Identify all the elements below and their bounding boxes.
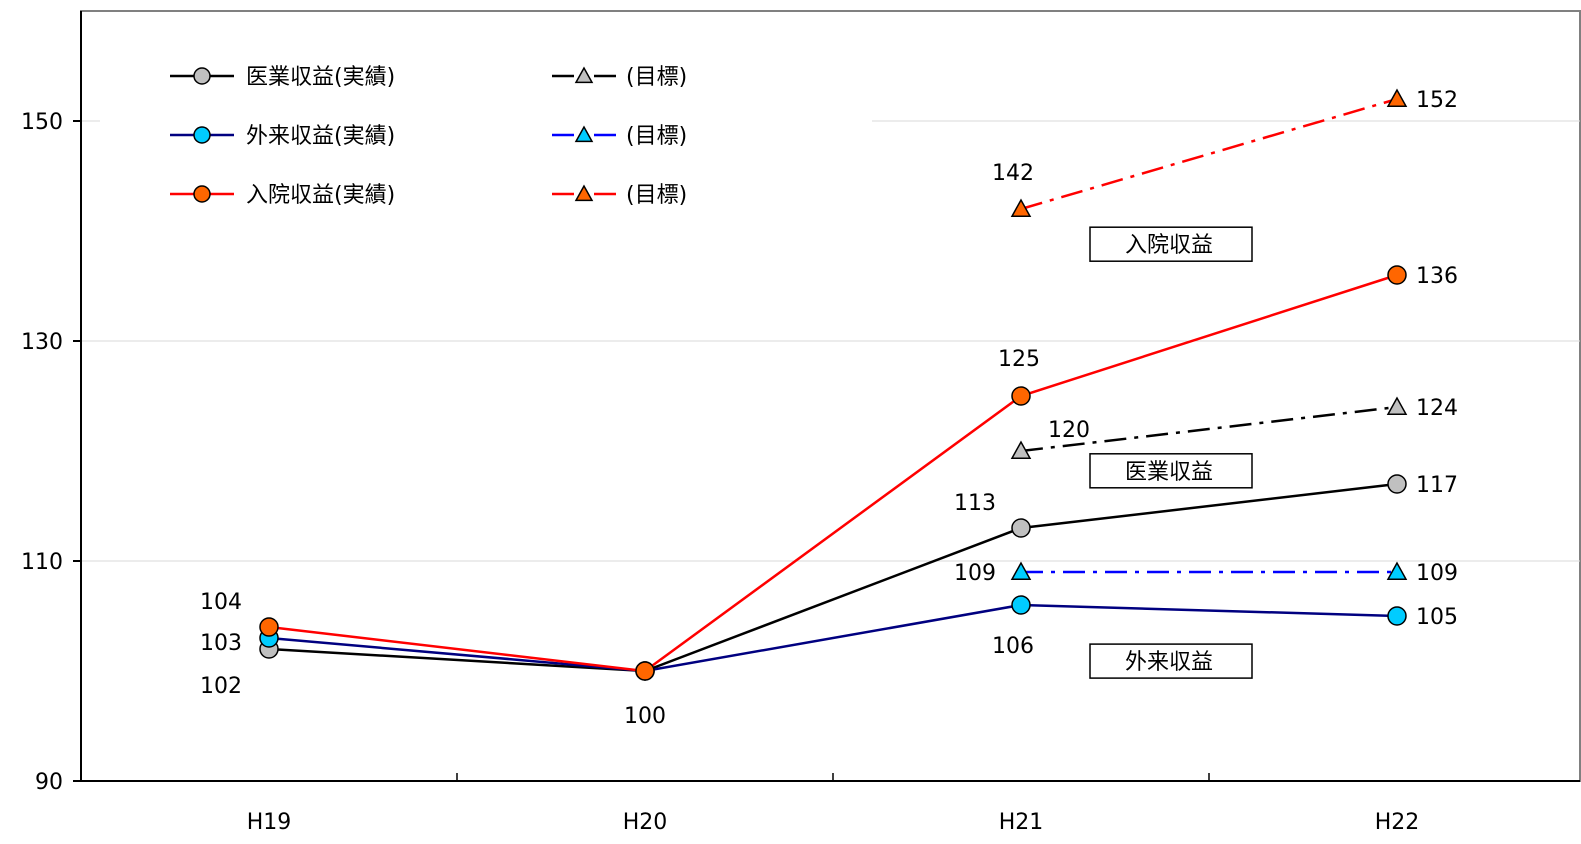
axis-ticks: 90 110 130 150 H19 H20 H21 H22: [21, 110, 1419, 835]
legend-item: 医業収益(実績): [170, 65, 395, 90]
legend-marker: [193, 67, 211, 85]
legend: 医業収益(実績) 外来収益(実績) 入院収益(実績) (目標) (目標) (目標): [100, 47, 872, 225]
data-label: 104: [200, 590, 242, 615]
legend-label: 入院収益(実績): [246, 183, 395, 208]
series-4: [1010, 561, 1408, 580]
legend-marker: [193, 185, 211, 203]
legend-item: 入院収益(実績): [170, 183, 395, 208]
annotation-label: 入院収益: [1125, 233, 1213, 258]
data-label: 103: [200, 631, 242, 656]
data-label: 100: [624, 704, 666, 729]
data-point: [635, 661, 655, 681]
data-label: 120: [1048, 418, 1090, 443]
data-label: 113: [954, 491, 996, 516]
annotation-label: 医業収益: [1125, 460, 1213, 485]
data-label: 106: [992, 634, 1034, 659]
data-label: 117: [1416, 473, 1458, 498]
legend-label: (目標): [626, 124, 687, 149]
annotation-box: [1089, 453, 1253, 489]
series-line: [1020, 405, 1398, 453]
data-point: [1386, 396, 1408, 415]
series-line: [268, 273, 1398, 673]
legend-item: (目標): [552, 65, 687, 90]
series-5: [1010, 88, 1408, 217]
data-point: [1387, 265, 1407, 285]
data-label: 125: [998, 347, 1040, 372]
data-labels: 102 100 113 117 103 106 105 104 125 136 120 124 109 1…: [200, 88, 1458, 729]
series-3: [1010, 396, 1408, 459]
data-label: 102: [200, 674, 242, 699]
data-point: [1386, 88, 1408, 107]
data-label: 124: [1416, 396, 1458, 421]
data-point: [1387, 606, 1407, 626]
legend-marker: [574, 66, 594, 84]
data-label: 109: [1416, 561, 1458, 586]
data-point: [1010, 440, 1032, 459]
legend-label: (目標): [626, 65, 687, 90]
legend-item: 外来収益(実績): [170, 124, 395, 149]
annotation-box: [1089, 226, 1253, 262]
series-line: [1020, 97, 1398, 211]
data-label: 136: [1416, 264, 1458, 289]
data-label: 109: [954, 561, 996, 586]
data-point: [1386, 561, 1408, 580]
series-2: [259, 265, 1407, 681]
x-tick-label: H21: [999, 810, 1044, 835]
annotation-box: [1089, 643, 1253, 679]
y-tick-label: 130: [21, 330, 63, 355]
legend-item: (目標): [552, 124, 687, 149]
legend-marker: [574, 125, 594, 143]
data-label: 142: [992, 161, 1034, 186]
data-point: [1011, 518, 1031, 538]
series-line: [268, 603, 1398, 673]
legend-label: (目標): [626, 183, 687, 208]
data-point: [1010, 561, 1032, 580]
legend-item: (目標): [552, 183, 687, 208]
x-tick-label: H20: [623, 810, 668, 835]
data-point: [1387, 474, 1407, 494]
data-point: [1011, 595, 1031, 615]
series-line: [268, 482, 1398, 673]
annotation-label: 外来収益: [1125, 650, 1213, 675]
y-tick-label: 90: [35, 770, 63, 795]
legend-label: 外来収益(実績): [246, 124, 395, 149]
x-tick-label: H19: [247, 810, 292, 835]
legend-label: 医業収益(実績): [246, 65, 395, 90]
x-tick-label: H22: [1375, 810, 1420, 835]
legend-marker: [574, 184, 594, 202]
data-point: [259, 617, 279, 637]
y-tick-label: 150: [21, 110, 63, 135]
data-point: [1011, 386, 1031, 406]
data-label: 152: [1416, 88, 1458, 113]
series: [259, 88, 1408, 681]
y-tick-label: 110: [21, 550, 63, 575]
data-label: 105: [1416, 605, 1458, 630]
legend-marker: [193, 126, 211, 144]
data-point: [1010, 198, 1032, 217]
